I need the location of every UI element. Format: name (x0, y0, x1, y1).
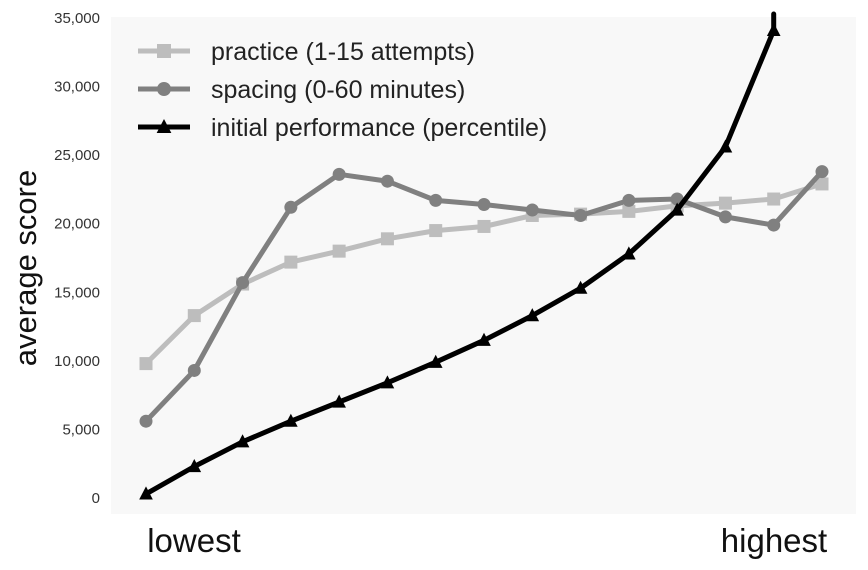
legend-label: practice (1-15 attempts) (211, 38, 475, 66)
data-point (622, 246, 636, 260)
data-point (187, 458, 202, 473)
data-point (284, 255, 298, 269)
data-point (767, 218, 781, 232)
series-2 (139, 165, 829, 428)
data-point (380, 174, 394, 188)
data-point (574, 208, 588, 222)
y-tick-label: 20,000 (54, 216, 100, 233)
data-point (187, 363, 201, 377)
data-point (622, 204, 636, 218)
data-point (525, 308, 540, 322)
legend-item-2: spacing (0-60 minutes) (138, 76, 465, 104)
legend-label: spacing (0-60 minutes) (211, 76, 465, 104)
data-point (332, 244, 346, 258)
data-point (670, 202, 684, 216)
data-point (573, 280, 588, 294)
y-tick-label: 0 (92, 490, 100, 507)
data-point (429, 224, 443, 238)
data-point (428, 354, 443, 368)
y-tick-label: 35,000 (54, 10, 100, 27)
data-point (235, 434, 250, 448)
data-point (332, 394, 346, 408)
series-group (139, 11, 829, 500)
y-tick-label: 15,000 (54, 284, 100, 301)
data-point (525, 203, 539, 217)
data-point (332, 167, 346, 181)
legend: practice (1-15 attempts) spacing (0-60 mi… (138, 38, 547, 142)
y-axis-label: average score (8, 170, 43, 366)
data-point (284, 200, 298, 214)
data-point (815, 165, 829, 179)
x-tick-label-lowest: lowest (147, 522, 241, 559)
series-3 (139, 11, 781, 500)
data-point (477, 219, 491, 233)
data-point (718, 139, 733, 153)
y-tick-label: 30,000 (54, 79, 100, 96)
data-point (477, 332, 491, 346)
data-point (429, 193, 443, 207)
data-point (284, 413, 298, 427)
data-point (718, 210, 732, 224)
data-point (718, 196, 732, 210)
data-point (187, 309, 201, 323)
legend-marker (157, 82, 171, 96)
data-point (380, 375, 395, 389)
data-point (766, 22, 781, 36)
y-tick-label: 5,000 (62, 421, 100, 438)
data-point (767, 192, 781, 206)
data-point (622, 193, 636, 207)
legend-marker (157, 44, 171, 58)
data-point (380, 232, 394, 246)
data-point (236, 276, 250, 290)
plot-area (111, 17, 856, 514)
y-axis-ticks: 0 5,000 10,000 15,000 20,000 25,000 30,000 35,0… (54, 10, 100, 507)
data-point (139, 486, 153, 500)
data-point (477, 198, 491, 212)
data-point (815, 177, 829, 191)
legend-marker (156, 118, 172, 134)
legend-item-1: practice (1-15 attempts) (138, 38, 475, 66)
data-point (139, 414, 153, 428)
y-tick-label: 25,000 (54, 147, 100, 164)
x-tick-label-highest: highest (721, 522, 827, 559)
y-tick-label: 10,000 (54, 353, 100, 370)
legend-label: initial performance (percentile) (211, 114, 547, 142)
legend-item-3: initial performance (percentile) (138, 114, 547, 142)
data-point (139, 357, 153, 371)
